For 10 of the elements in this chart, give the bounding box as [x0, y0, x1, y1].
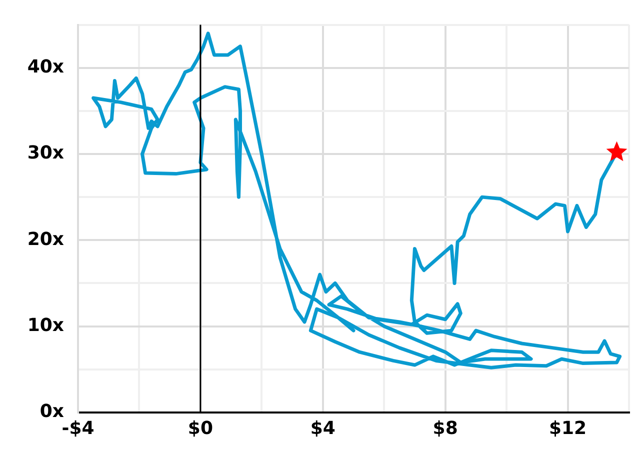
y-tick-label: 0x: [40, 401, 64, 422]
x-tick-label: -$4: [62, 418, 94, 439]
x-tick-label: $0: [188, 418, 213, 439]
y-tick-label: 20x: [27, 228, 64, 250]
y-tick-label: 10x: [27, 314, 64, 336]
y-tick-label: 40x: [27, 56, 64, 78]
x-tick-label: $12: [548, 418, 587, 439]
x-tick-label: $8: [432, 418, 458, 439]
x-tick-label: $4: [310, 418, 336, 439]
y-tick-label: 30x: [27, 142, 64, 164]
